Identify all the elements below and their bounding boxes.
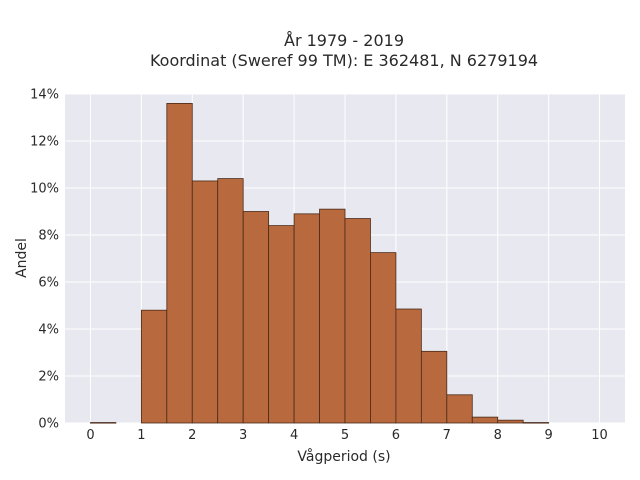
histogram-bars <box>90 103 550 424</box>
histogram-bar <box>370 252 397 424</box>
histogram-bar <box>497 419 524 424</box>
histogram-bar <box>471 416 499 424</box>
x-tick-label: 8 <box>494 428 502 443</box>
y-tick-label: 2% <box>38 370 59 385</box>
chart-title-line-2: Koordinat (Sweref 99 TM): E 362481, N 62… <box>150 51 538 70</box>
x-tick-label: 3 <box>239 428 247 443</box>
x-tick-label: 2 <box>188 428 196 443</box>
y-tick-label: 8% <box>38 229 59 244</box>
histogram-bar <box>268 225 295 424</box>
y-tick-label: 12% <box>30 135 59 150</box>
x-tick-label: 10 <box>591 428 608 443</box>
y-axis-ticks: 0% 2% 4% 6% 8% 10% 12% 14% <box>30 88 59 432</box>
histogram-bar <box>395 308 422 424</box>
histogram-bar <box>344 218 371 424</box>
y-tick-label: 6% <box>38 276 59 291</box>
chart-title-line-1: År 1979 - 2019 <box>284 31 404 50</box>
histogram-bar <box>446 394 473 424</box>
x-tick-label: 9 <box>544 428 552 443</box>
y-tick-label: 4% <box>38 323 59 338</box>
chart-title: År 1979 - 2019 Koordinat (Sweref 99 TM):… <box>150 31 538 70</box>
histogram-bar <box>319 208 346 424</box>
x-axis-label: Vågperiod (s) <box>297 448 390 465</box>
y-axis-label: Andel <box>14 238 30 278</box>
x-tick-label: 5 <box>341 428 349 443</box>
y-tick-label: 0% <box>38 417 59 432</box>
histogram-bar <box>140 309 168 424</box>
histogram-bar <box>242 211 270 424</box>
x-tick-label: 4 <box>290 428 298 443</box>
x-axis-ticks: 0 1 2 3 4 5 6 7 8 9 10 <box>86 428 608 443</box>
histogram-bar <box>166 103 193 424</box>
x-tick-label: 7 <box>443 428 451 443</box>
x-tick-label: 1 <box>137 428 145 443</box>
histogram-bar <box>293 213 320 424</box>
histogram-bar <box>522 422 550 424</box>
x-tick-label: 6 <box>392 428 400 443</box>
y-tick-label: 14% <box>30 88 59 103</box>
histogram-bar <box>217 178 244 424</box>
histogram-bar <box>191 180 219 424</box>
x-tick-label: 0 <box>86 428 94 443</box>
histogram-bar <box>420 350 448 424</box>
histogram-bar <box>90 422 117 424</box>
y-tick-label: 10% <box>30 182 59 197</box>
